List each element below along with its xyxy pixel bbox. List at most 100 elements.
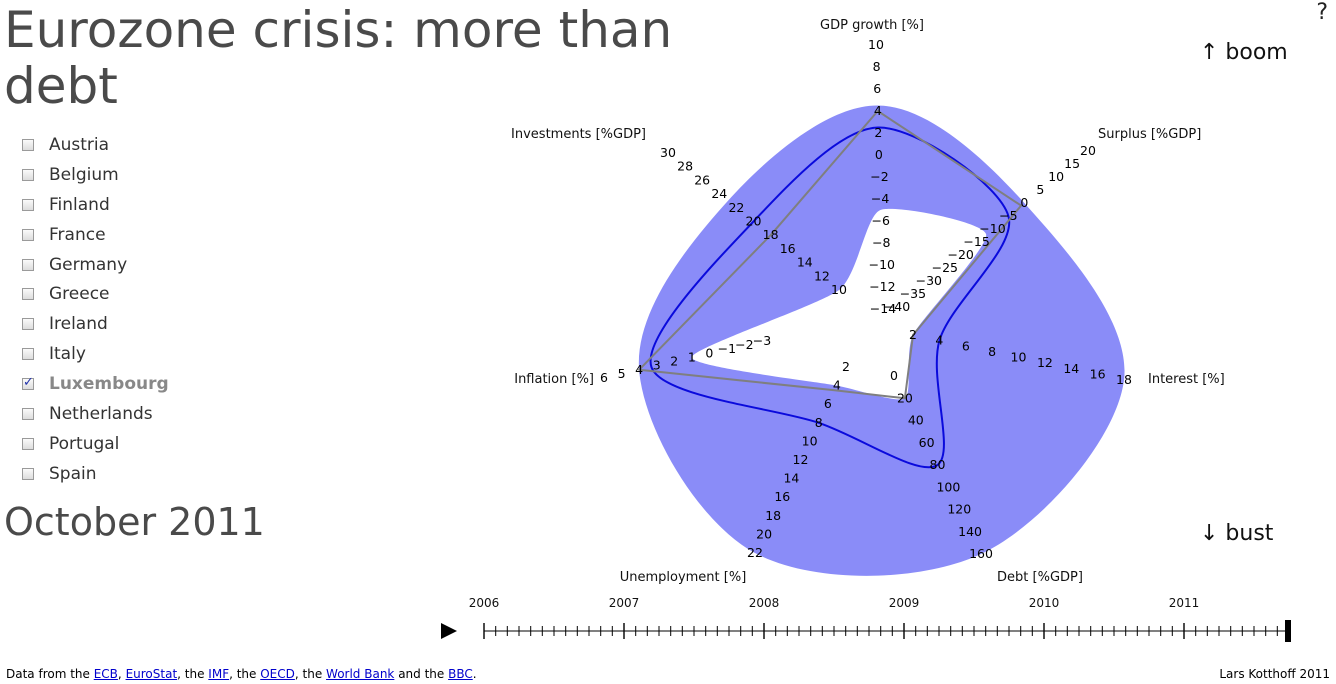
axis-tick-label: 0 xyxy=(890,368,898,383)
footer-separator: and the xyxy=(394,667,449,681)
country-item-belgium[interactable]: Belgium xyxy=(22,160,169,190)
axis-tick-label: −30 xyxy=(916,273,942,288)
axis-tick-label: −5 xyxy=(999,208,1017,223)
data-sources: Data from the ECB, EuroStat, the IMF, th… xyxy=(6,667,477,681)
country-item-germany[interactable]: Germany xyxy=(22,250,169,280)
country-checkbox[interactable] xyxy=(22,258,34,271)
footer-suffix: . xyxy=(472,667,477,681)
axis-tick-label: −25 xyxy=(932,260,958,275)
country-item-greece[interactable]: Greece xyxy=(22,279,169,309)
source-link-bbc[interactable]: BBC xyxy=(448,667,473,681)
country-checkbox[interactable] xyxy=(22,348,34,361)
axis-tick-label: 6 xyxy=(824,396,832,411)
country-label: Belgium xyxy=(49,164,119,185)
axis-tick-label: 16 xyxy=(780,241,796,256)
axis-tick-label: 5 xyxy=(618,366,626,381)
axis-tick-label: 30 xyxy=(660,145,676,160)
axis-tick-label: 26 xyxy=(694,172,710,187)
axis-tick-label: 8 xyxy=(815,415,823,430)
axis-title: Surplus [%GDP] xyxy=(1098,127,1201,142)
axis-tick-label: 2 xyxy=(670,354,678,369)
country-item-portugal[interactable]: Portugal xyxy=(22,429,169,459)
country-label: Spain xyxy=(49,463,97,484)
help-button[interactable]: ? xyxy=(1316,0,1328,25)
axis-tick-label: 14 xyxy=(783,471,799,486)
country-label: France xyxy=(49,224,106,245)
country-checkbox[interactable] xyxy=(22,138,34,151)
axis-tick-label: 4 xyxy=(935,333,943,348)
footer-prefix: Data from the xyxy=(6,667,94,681)
axis-tick-label: 16 xyxy=(774,489,790,504)
country-checkbox[interactable] xyxy=(22,375,34,391)
axis-tick-label: −14 xyxy=(870,301,896,316)
axis-tick-label: −12 xyxy=(869,279,895,294)
country-label: Ireland xyxy=(49,314,108,335)
axis-tick-label: 16 xyxy=(1090,366,1106,381)
axis-title: Investments [%GDP] xyxy=(511,127,646,142)
axis-tick-label: 160 xyxy=(969,546,993,561)
axis-tick-label: −10 xyxy=(979,221,1005,236)
country-item-finland[interactable]: Finland xyxy=(22,190,169,220)
source-link-oecd[interactable]: OECD xyxy=(260,667,295,681)
axis-tick-label: 12 xyxy=(1037,355,1053,370)
axis-title: Unemployment [%] xyxy=(620,570,747,585)
axis-tick-label: 18 xyxy=(763,227,779,242)
country-item-austria[interactable]: Austria xyxy=(22,130,169,160)
axis-tick-label: 18 xyxy=(1116,372,1132,387)
axis-tick-label: −40 xyxy=(884,299,910,314)
country-checkbox[interactable] xyxy=(22,437,34,450)
country-checkbox[interactable] xyxy=(22,407,34,420)
axis-tick-label: 8 xyxy=(873,59,881,74)
axis-tick-label: 22 xyxy=(728,200,744,215)
axis-tick-label: 20 xyxy=(1080,143,1096,158)
axis-tick-label: 0 xyxy=(1020,195,1028,210)
country-label: Finland xyxy=(49,194,110,215)
axis-tick-label: 28 xyxy=(677,159,693,174)
axis-tick-label: 0 xyxy=(705,345,713,360)
axis-tick-label: 60 xyxy=(919,435,935,450)
country-item-luxembourg[interactable]: Luxembourg xyxy=(22,369,169,399)
axis-tick-label: 10 xyxy=(1011,350,1027,365)
axis-tick-label: 6 xyxy=(962,338,970,353)
axis-tick-label: 20 xyxy=(756,526,772,541)
axis-tick-label: −4 xyxy=(871,191,889,206)
country-checkbox[interactable] xyxy=(22,288,34,301)
source-link-ecb[interactable]: ECB xyxy=(93,667,118,681)
country-checkbox[interactable] xyxy=(22,228,34,241)
country-item-italy[interactable]: Italy xyxy=(22,339,169,369)
axis-tick-label: 18 xyxy=(765,508,781,523)
axis-tick-label: −1 xyxy=(718,341,736,356)
source-link-eurostat[interactable]: EuroStat xyxy=(125,667,178,681)
axis-title: GDP growth [%] xyxy=(820,18,924,33)
country-label: Netherlands xyxy=(49,403,153,424)
country-item-netherlands[interactable]: Netherlands xyxy=(22,399,169,429)
source-link-world-bank[interactable]: World Bank xyxy=(326,667,395,681)
axis-tick-label: −15 xyxy=(963,234,989,249)
axis-tick-label: −3 xyxy=(753,333,771,348)
country-item-ireland[interactable]: Ireland xyxy=(22,309,169,339)
footer-separator: , the xyxy=(294,667,327,681)
country-label: Greece xyxy=(49,284,110,305)
axis-tick-label: −2 xyxy=(870,169,888,184)
axis-tick-label: 20 xyxy=(746,214,762,229)
axis-tick-label: 2 xyxy=(874,125,882,140)
timeline-handle[interactable] xyxy=(1285,620,1291,642)
source-link-imf[interactable]: IMF xyxy=(208,667,230,681)
country-checkbox[interactable] xyxy=(22,168,34,181)
country-checkbox[interactable] xyxy=(22,318,34,331)
range-band xyxy=(638,105,1125,576)
timeline-year-label: 2007 xyxy=(609,596,640,610)
axis-title: Interest [%] xyxy=(1148,372,1225,387)
country-item-france[interactable]: France xyxy=(22,220,169,250)
axis-tick-label: 14 xyxy=(797,255,813,270)
country-checkbox[interactable] xyxy=(22,467,34,480)
axis-tick-label: 6 xyxy=(873,81,881,96)
play-icon[interactable] xyxy=(441,623,457,639)
axis-tick-label: 14 xyxy=(1063,361,1079,376)
country-item-spain[interactable]: Spain xyxy=(22,459,169,489)
page-title: Eurozone crisis: more than debt xyxy=(4,1,673,115)
country-checkbox[interactable] xyxy=(22,198,34,211)
axis-title: Debt [%GDP] xyxy=(997,570,1083,585)
axis-tick-label: 4 xyxy=(635,362,643,377)
axis-tick-label: 10 xyxy=(831,282,847,297)
